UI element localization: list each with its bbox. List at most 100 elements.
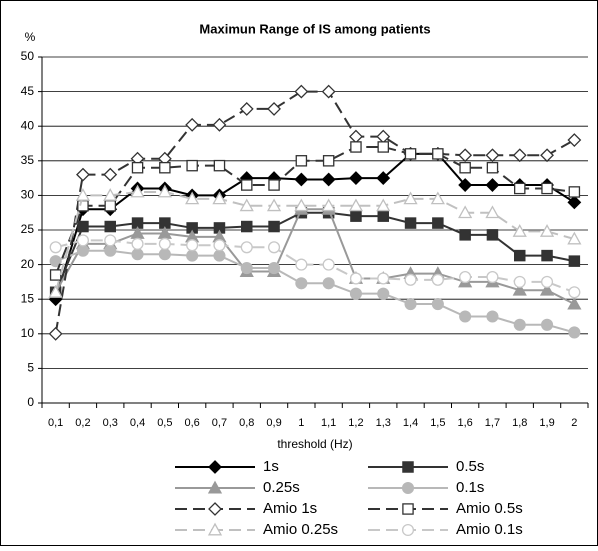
marker bbox=[213, 249, 226, 262]
x-tick-label: 1,2 bbox=[348, 417, 363, 429]
marker bbox=[459, 229, 471, 241]
marker bbox=[75, 188, 91, 201]
marker bbox=[213, 159, 226, 172]
marker bbox=[349, 171, 363, 186]
marker bbox=[212, 117, 227, 132]
legend-label: Amio 0.25s bbox=[263, 521, 338, 538]
y-tick-label: 40 bbox=[21, 118, 35, 132]
legend-marker bbox=[207, 522, 223, 536]
marker bbox=[185, 117, 200, 132]
marker bbox=[239, 198, 254, 212]
marker bbox=[104, 234, 117, 247]
y-tick-label: 30 bbox=[21, 188, 35, 202]
x-tick-label: 0,1 bbox=[48, 417, 63, 429]
marker bbox=[76, 167, 90, 182]
legend-label: Amio 0.1s bbox=[456, 521, 523, 538]
marker bbox=[49, 241, 62, 254]
marker bbox=[240, 179, 253, 191]
marker bbox=[567, 133, 582, 147]
marker bbox=[322, 258, 335, 271]
x-tick-label: 1,4 bbox=[403, 417, 418, 429]
x-tick-label: 1,1 bbox=[321, 417, 336, 429]
legend-label: 0.25s bbox=[263, 479, 300, 496]
marker bbox=[459, 271, 472, 284]
x-tick-label: 0,3 bbox=[103, 417, 118, 429]
series-line bbox=[54, 190, 575, 293]
marker bbox=[157, 184, 172, 198]
marker bbox=[513, 318, 526, 331]
marker bbox=[321, 84, 336, 99]
marker bbox=[322, 155, 335, 167]
marker bbox=[104, 220, 117, 233]
marker bbox=[514, 249, 526, 262]
marker bbox=[431, 273, 444, 286]
marker bbox=[240, 241, 253, 254]
marker bbox=[295, 258, 308, 271]
x-tick-label: 1,8 bbox=[512, 417, 527, 429]
marker bbox=[159, 161, 171, 174]
marker bbox=[568, 286, 581, 299]
marker bbox=[268, 179, 280, 191]
legend-label: Amio 1s bbox=[263, 500, 317, 517]
marker bbox=[459, 161, 471, 174]
marker bbox=[267, 101, 281, 116]
y-tick-label: 0 bbox=[27, 395, 34, 409]
y-tick-label: 15 bbox=[21, 291, 35, 305]
marker bbox=[49, 255, 62, 268]
legend-label: Amio 0.5s bbox=[456, 500, 523, 517]
marker bbox=[458, 178, 473, 192]
y-tick-label: 5 bbox=[27, 361, 34, 375]
marker bbox=[267, 241, 281, 254]
x-tick-label: 1,6 bbox=[458, 417, 473, 429]
marker bbox=[512, 148, 527, 163]
marker bbox=[541, 249, 553, 262]
marker bbox=[512, 282, 527, 296]
marker bbox=[350, 141, 362, 153]
legend-label: 1s bbox=[263, 458, 279, 475]
marker bbox=[486, 271, 499, 284]
marker bbox=[321, 198, 336, 212]
marker bbox=[432, 217, 444, 229]
marker bbox=[568, 186, 581, 198]
x-tick-label: 2 bbox=[571, 417, 577, 429]
legend-marker bbox=[208, 502, 222, 516]
marker bbox=[349, 272, 363, 285]
marker bbox=[540, 318, 554, 331]
x-axis-label: threshold (Hz) bbox=[277, 437, 352, 451]
marker bbox=[485, 148, 500, 163]
marker bbox=[350, 210, 362, 222]
marker bbox=[212, 191, 227, 205]
marker bbox=[295, 277, 308, 290]
marker bbox=[104, 200, 117, 212]
marker bbox=[348, 198, 364, 212]
marker bbox=[404, 217, 417, 229]
marker bbox=[185, 191, 200, 205]
marker bbox=[77, 200, 89, 212]
x-tick-label: 0,5 bbox=[157, 417, 172, 429]
marker bbox=[131, 248, 144, 261]
marker bbox=[430, 191, 445, 205]
marker bbox=[267, 262, 281, 275]
marker bbox=[131, 237, 144, 250]
x-tick-label: 0,9 bbox=[266, 417, 281, 429]
marker bbox=[486, 229, 499, 241]
marker bbox=[104, 244, 117, 257]
marker bbox=[268, 220, 280, 233]
marker bbox=[131, 161, 144, 174]
y-unit: % bbox=[25, 30, 36, 44]
marker bbox=[567, 231, 582, 245]
y-tick-label: 20 bbox=[21, 257, 35, 271]
marker bbox=[266, 198, 282, 212]
x-tick-label: 0,7 bbox=[212, 417, 227, 429]
marker bbox=[458, 205, 473, 219]
chart-title: Maximun Range of IS among patients bbox=[199, 21, 430, 36]
series-line bbox=[54, 208, 575, 305]
x-tick-label: 1 bbox=[298, 417, 304, 429]
marker bbox=[240, 262, 253, 275]
marker bbox=[186, 249, 199, 262]
marker bbox=[485, 205, 500, 219]
marker bbox=[540, 275, 554, 288]
marker bbox=[49, 269, 62, 281]
legend-marker bbox=[208, 460, 222, 474]
